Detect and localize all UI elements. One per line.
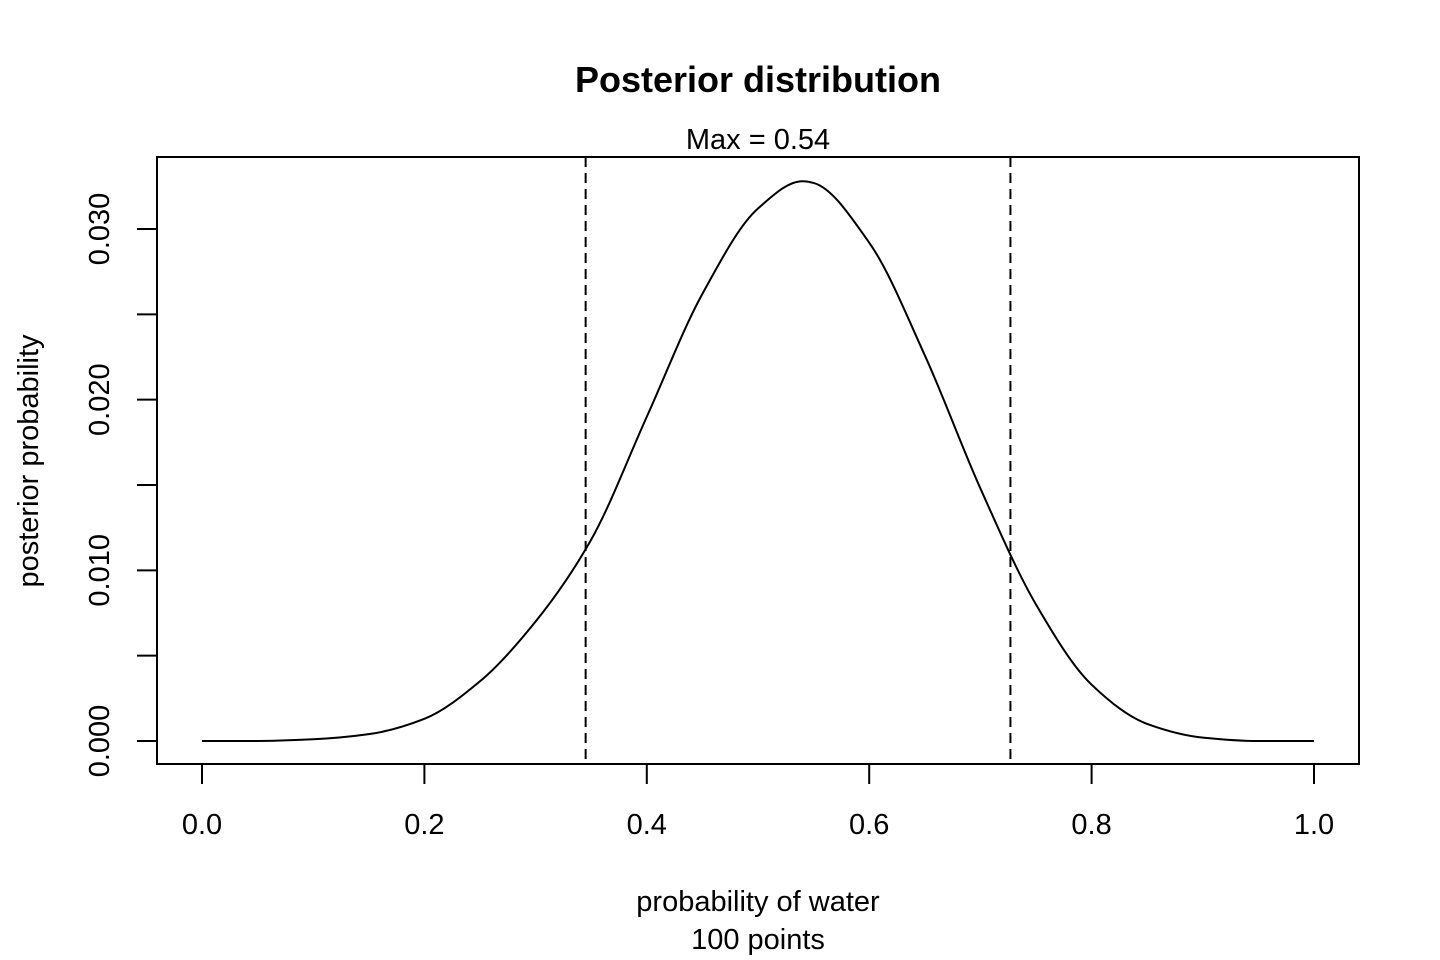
x-tick-label: 0.6 [849, 809, 889, 841]
y-axis: 0.000 0.010 0.020 0.030 [84, 193, 158, 778]
x-tick-label: 1.0 [1294, 809, 1334, 841]
y-axis-label: posterior probability [13, 334, 45, 588]
x-axis-sublabel: 100 points [691, 924, 825, 956]
x-tick-label: 0.0 [182, 809, 222, 841]
chart-title: Posterior distribution [575, 59, 941, 100]
x-tick-label: 0.4 [627, 809, 667, 841]
plot-frame [156, 156, 1360, 765]
x-tick-label: 0.8 [1071, 809, 1111, 841]
y-tick-label: 0.020 [84, 363, 116, 436]
y-tick-label: 0.000 [84, 705, 116, 778]
x-axis: 0.0 0.2 0.4 0.6 0.8 1.0 [182, 763, 1334, 841]
posterior-curve [202, 180, 1314, 742]
plot-series [202, 180, 1314, 742]
chart-subtitle: Max = 0.54 [686, 124, 830, 156]
x-axis-label: probability of water [636, 886, 880, 918]
interval-lines [584, 157, 1012, 764]
x-tick-label: 0.2 [404, 809, 444, 841]
y-tick-label: 0.010 [84, 534, 116, 607]
y-tick-label: 0.030 [84, 193, 116, 266]
